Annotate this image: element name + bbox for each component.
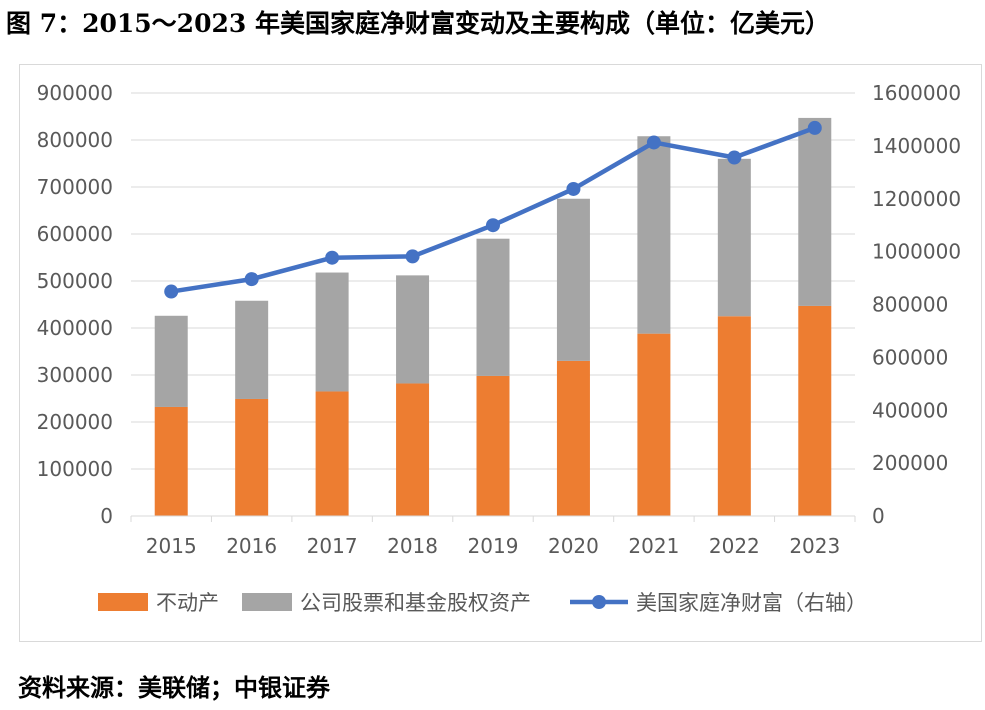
net-worth-point: [486, 218, 500, 233]
bar-equity: [154, 315, 188, 407]
bar-equity: [396, 275, 430, 384]
legend: 不动产 公司股票和基金股权资产 美国家庭净财富（右轴）: [98, 591, 867, 615]
legend-marker-net-worth: [592, 595, 606, 609]
bar-real-estate: [556, 360, 590, 516]
figure-title: 图 7：2015～2023 年美国家庭净财富变动及主要构成（单位：亿美元）: [6, 9, 830, 38]
legend-label-net-worth: 美国家庭净财富（右轴）: [636, 591, 867, 615]
bar-equity: [637, 136, 671, 334]
x-tick-label: 2016: [226, 534, 277, 558]
bar-real-estate: [154, 406, 188, 516]
y-axis-right: 0 200000 400000 600000 800000 1000000 1200000 1…: [872, 81, 961, 528]
bar-equity: [556, 198, 590, 361]
legend-swatch-equity: [242, 593, 292, 611]
net-worth-point: [244, 272, 259, 287]
y-left-tick-label: 600000: [37, 222, 113, 246]
net-worth-point: [566, 181, 581, 196]
legend-label-equity: 公司股票和基金股权资产: [300, 591, 531, 615]
net-worth-point: [646, 135, 661, 150]
net-worth-line: [164, 120, 822, 299]
y-right-tick-label: 1200000: [872, 187, 961, 211]
y-right-tick-label: 600000: [872, 345, 948, 369]
y-left-tick-label: 200000: [37, 410, 113, 434]
bar-equity: [798, 117, 832, 306]
legend-swatch-real-estate: [98, 593, 148, 611]
y-left-tick-label: 400000: [37, 316, 113, 340]
bar-real-estate: [798, 305, 832, 516]
y-left-tick-label: 500000: [37, 269, 113, 293]
x-tick-label: 2021: [628, 534, 679, 558]
y-right-tick-label: 1400000: [872, 134, 961, 158]
bar-equity: [235, 300, 269, 399]
net-worth-point: [405, 249, 420, 264]
x-tick-label: 2022: [709, 534, 760, 558]
bar-real-estate: [717, 316, 751, 516]
y-left-tick-label: 300000: [37, 363, 113, 387]
bars: [154, 117, 832, 516]
x-tick-label: 2017: [307, 534, 358, 558]
x-tick-label: 2015: [146, 534, 197, 558]
net-worth-point: [727, 150, 742, 165]
y-right-tick-label: 800000: [872, 293, 948, 317]
bar-real-estate: [396, 383, 430, 516]
y-right-tick-label: 0: [872, 504, 885, 528]
x-axis: 2015 2016 2017 2018 2019 2020 2021 2022 2023: [130, 515, 856, 558]
x-tick-label: 2020: [548, 534, 599, 558]
y-left-tick-label: 700000: [37, 175, 113, 199]
x-tick-label: 2019: [468, 534, 519, 558]
y-left-tick-label: 800000: [37, 128, 113, 152]
bar-equity: [315, 272, 349, 392]
legend-label-real-estate: 不动产: [156, 591, 219, 615]
x-tick-label: 2023: [789, 534, 840, 558]
y-left-tick-label: 100000: [37, 457, 113, 481]
bar-equity: [717, 158, 751, 317]
source-note: 资料来源：美联储；中银证券: [18, 673, 330, 702]
net-worth-point: [164, 284, 179, 299]
y-right-tick-label: 400000: [872, 398, 948, 422]
y-right-tick-label: 200000: [872, 451, 948, 475]
y-right-tick-label: 1000000: [872, 240, 961, 264]
net-worth-point: [325, 250, 340, 265]
bar-equity: [476, 238, 510, 376]
y-left-tick-label: 900000: [37, 81, 113, 105]
x-tick-label: 2018: [387, 534, 438, 558]
bar-real-estate: [476, 375, 510, 516]
bar-real-estate: [235, 398, 269, 516]
bar-real-estate: [315, 391, 349, 516]
y-axis-left: 0 100000 200000 300000 400000 500000 600000 700…: [37, 81, 113, 528]
net-worth-point: [807, 120, 822, 135]
bar-real-estate: [637, 333, 671, 516]
y-right-tick-label: 1600000: [872, 81, 961, 105]
y-left-tick-label: 0: [100, 504, 113, 528]
